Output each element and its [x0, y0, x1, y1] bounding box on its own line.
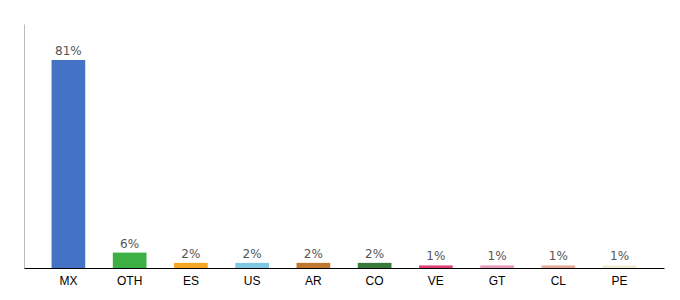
x-tick: AR: [305, 268, 322, 288]
bars: [52, 60, 637, 268]
x-tick-label: OTH: [117, 274, 142, 288]
data-label: 2%: [365, 247, 384, 261]
data-label: 1%: [549, 249, 568, 263]
data-labels: 81% 6% 2% 2% 2% 2% 1% 1% 1% 1%: [55, 44, 629, 263]
bar: [297, 263, 331, 268]
bar: [113, 253, 147, 268]
bar: [542, 265, 576, 268]
x-tick: GT: [489, 268, 506, 288]
x-tick: ES: [183, 268, 199, 288]
data-label: 1%: [610, 249, 629, 263]
plot-area: MX OTH ES US AR CO VE GT CL PE 81% 6% 2% 2% 2% 2% 1% 1% 1%…: [25, 25, 665, 288]
data-label: 81%: [55, 44, 82, 58]
x-tick-label: ES: [183, 274, 199, 288]
x-tick: OTH: [117, 268, 142, 288]
bar: [603, 265, 637, 268]
x-tick: MX: [59, 268, 77, 288]
data-label: 2%: [243, 247, 262, 261]
data-label: 2%: [181, 247, 200, 261]
bar: [52, 60, 86, 268]
bar: [358, 263, 392, 268]
data-label: 2%: [304, 247, 323, 261]
chart-container: MX OTH ES US AR CO VE GT CL PE 81% 6% 2% 2% 2% 2% 1% 1% 1%…: [0, 0, 680, 300]
x-tick-label: VE: [428, 274, 444, 288]
x-tick-label: PE: [612, 274, 628, 288]
x-tick: PE: [612, 268, 628, 288]
data-label: 1%: [488, 249, 507, 263]
x-axis: MX OTH ES US AR CO VE GT CL PE: [25, 268, 665, 288]
bar: [174, 263, 208, 268]
y-axis-line: [24, 25, 25, 269]
x-tick-label: AR: [305, 274, 322, 288]
bar: [480, 265, 514, 268]
x-tick-label: GT: [489, 274, 506, 288]
x-tick-label: CL: [551, 274, 567, 288]
bar: [235, 263, 269, 268]
x-tick-label: CO: [366, 274, 384, 288]
x-tick: US: [244, 268, 261, 288]
data-label: 6%: [120, 237, 139, 251]
x-tick-label: US: [244, 274, 261, 288]
bar: [419, 265, 453, 268]
x-tick: CL: [551, 268, 567, 288]
chart-svg: MX OTH ES US AR CO VE GT CL PE 81% 6% 2% 2% 2% 2% 1% 1% 1%…: [0, 0, 680, 300]
data-label: 1%: [426, 249, 445, 263]
x-axis-line: [25, 268, 665, 269]
y-axis: [24, 25, 25, 269]
x-tick-label: MX: [59, 274, 77, 288]
x-tick: CO: [366, 268, 384, 288]
x-tick: VE: [428, 268, 444, 288]
